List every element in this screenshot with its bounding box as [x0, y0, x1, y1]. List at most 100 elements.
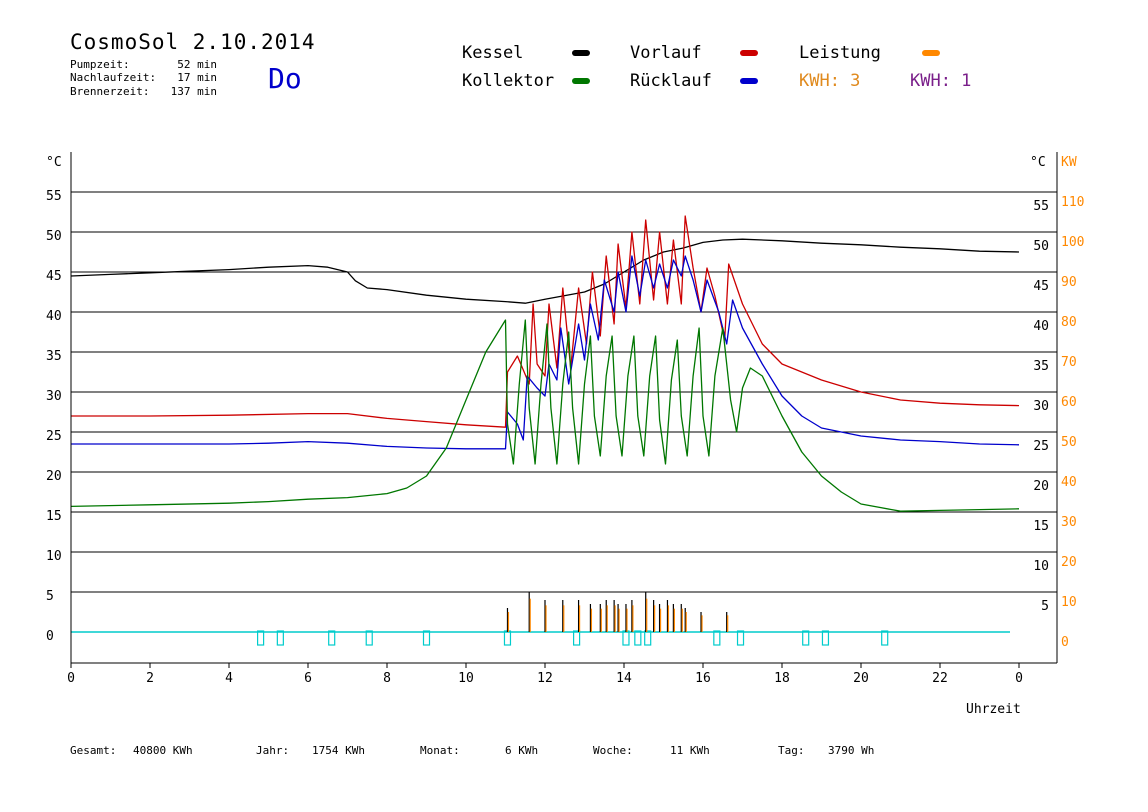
y-left-tick-label: 45 [46, 269, 62, 284]
legend-kessel-swatch [572, 50, 590, 56]
leistung-layer [506, 592, 729, 632]
y-kw-tick-label: 90 [1061, 275, 1077, 290]
pump-marker [572, 630, 581, 646]
y-right-tick-label: 20 [1033, 479, 1049, 494]
y-kw-tick-label: 110 [1061, 195, 1084, 210]
legend-ruecklauf-label: Rücklauf [630, 71, 712, 91]
stat-brennerzeit-value: 137 min [170, 85, 217, 98]
legend-vorlauf-swatch [740, 50, 758, 56]
y-right-tick-label: 55 [1033, 199, 1049, 214]
y-left-tick-label: 30 [46, 389, 62, 404]
pump-marker [257, 630, 265, 646]
pump-marker [276, 630, 284, 646]
y-left-tick-label: 40 [46, 309, 62, 324]
y-right-unit-kw: KW [1061, 155, 1077, 170]
series-line-kollektor [70, 319, 1020, 512]
footer-monat-label: Monat: [420, 744, 460, 757]
pump-marker [821, 630, 830, 646]
x-tick-label: 22 [932, 671, 948, 686]
series-layer [70, 215, 1020, 512]
x-tick-label: 8 [383, 671, 391, 686]
y-left-tick-label: 50 [46, 229, 62, 244]
pump-marker [881, 630, 889, 646]
footer-monat-value: 6 KWh [505, 744, 539, 757]
grid-layer [71, 191, 1057, 633]
pump-layer [257, 630, 889, 646]
series-line-vorlauf [71, 215, 1020, 428]
pump-marker [328, 630, 336, 646]
x-axis-title: Uhrzeit [966, 702, 1021, 717]
x-tick-label: 0 [67, 671, 75, 686]
stat-nachlaufzeit-value: 17 min [177, 71, 217, 84]
legend-vorlauf-label: Vorlauf [630, 43, 702, 63]
footer-tag-label: Tag: [778, 744, 805, 757]
series-line-ruecklauf [71, 255, 1020, 450]
footer-woche-label: Woche: [593, 744, 633, 757]
x-tick-label: 10 [458, 671, 474, 686]
x-tick-label: 0 [1015, 671, 1023, 686]
y-left-tick-label: 35 [46, 349, 62, 364]
series-line-kessel [70, 238, 1020, 304]
y-left-tick-label: 5 [46, 589, 54, 604]
stat-pumpzeit-label: Pumpzeit: [70, 58, 130, 71]
pump-marker [503, 630, 512, 646]
y-left-unit: °C [46, 155, 62, 170]
y-kw-tick-label: 0 [1061, 635, 1069, 650]
footer-jahr-label: Jahr: [256, 744, 290, 757]
legend-leistung-swatch [922, 50, 940, 56]
footer-woche-value: 11 KWh [670, 744, 710, 757]
y-kw-tick-label: 70 [1061, 355, 1077, 370]
legend-ruecklauf-swatch [740, 78, 758, 84]
y-right-tick-label: 45 [1033, 279, 1049, 294]
y-right-tick-label: 5 [1041, 599, 1049, 614]
y-kw-tick-label: 20 [1061, 555, 1077, 570]
pump-marker [802, 630, 810, 646]
x-tick-label: 18 [774, 671, 790, 686]
y-left-tick-label: 0 [46, 629, 54, 644]
y-right-tick-label: 50 [1033, 239, 1049, 254]
x-tick-label: 14 [616, 671, 632, 686]
legend-kwh-b: KWH: 1 [910, 71, 972, 91]
legend-kwh-a: KWH: 3 [799, 71, 861, 91]
legend-kessel-label: Kessel [462, 43, 524, 63]
pump-marker [422, 630, 431, 646]
y-left-tick-label: 20 [46, 469, 62, 484]
x-tick-label: 20 [853, 671, 869, 686]
axes-layer: 0 2 4 6 8 10 12 14 16 18 20 22 0 °C 0 5 10 15 20 25 30 35 40 45… [46, 152, 1084, 686]
y-kw-tick-label: 80 [1061, 315, 1077, 330]
pump-marker [634, 630, 642, 646]
y-kw-tick-label: 50 [1061, 435, 1077, 450]
pump-marker [713, 630, 721, 646]
legend-leistung-label: Leistung [799, 43, 881, 63]
pump-marker [622, 630, 630, 646]
footer-gesamt-value: 40800 KWh [133, 744, 193, 757]
page-title: CosmoSol 2.10.2014 [70, 30, 316, 54]
y-kw-tick-label: 60 [1061, 395, 1077, 410]
y-right-tick-label: 15 [1033, 519, 1049, 534]
footer-jahr-value: 1754 KWh [312, 744, 365, 757]
y-right-tick-label: 10 [1033, 559, 1049, 574]
y-left-tick-label: 15 [46, 509, 62, 524]
y-right-tick-label: 40 [1033, 319, 1049, 334]
y-kw-tick-label: 10 [1061, 595, 1077, 610]
pump-marker [736, 630, 745, 646]
y-right-tick-label: 35 [1033, 359, 1049, 374]
stat-pumpzeit-value: 52 min [177, 58, 217, 71]
y-left-tick-label: 25 [46, 429, 62, 444]
pump-marker [644, 630, 652, 646]
y-right-unit-c: °C [1030, 155, 1046, 170]
y-right-tick-label: 30 [1033, 399, 1049, 414]
footer-gesamt-label: Gesamt: [70, 744, 117, 757]
stat-nachlaufzeit-label: Nachlaufzeit: [70, 71, 157, 84]
y-right-tick-label: 25 [1033, 439, 1049, 454]
y-left-tick-label: 10 [46, 549, 62, 564]
x-tick-label: 12 [537, 671, 553, 686]
x-tick-label: 4 [225, 671, 233, 686]
x-tick-label: 2 [146, 671, 154, 686]
y-left-tick-label: 55 [46, 189, 62, 204]
legend-kollektor-label: Kollektor [462, 71, 555, 91]
x-tick-label: 6 [304, 671, 312, 686]
legend-kollektor-swatch [572, 78, 590, 84]
x-tick-label: 16 [695, 671, 711, 686]
